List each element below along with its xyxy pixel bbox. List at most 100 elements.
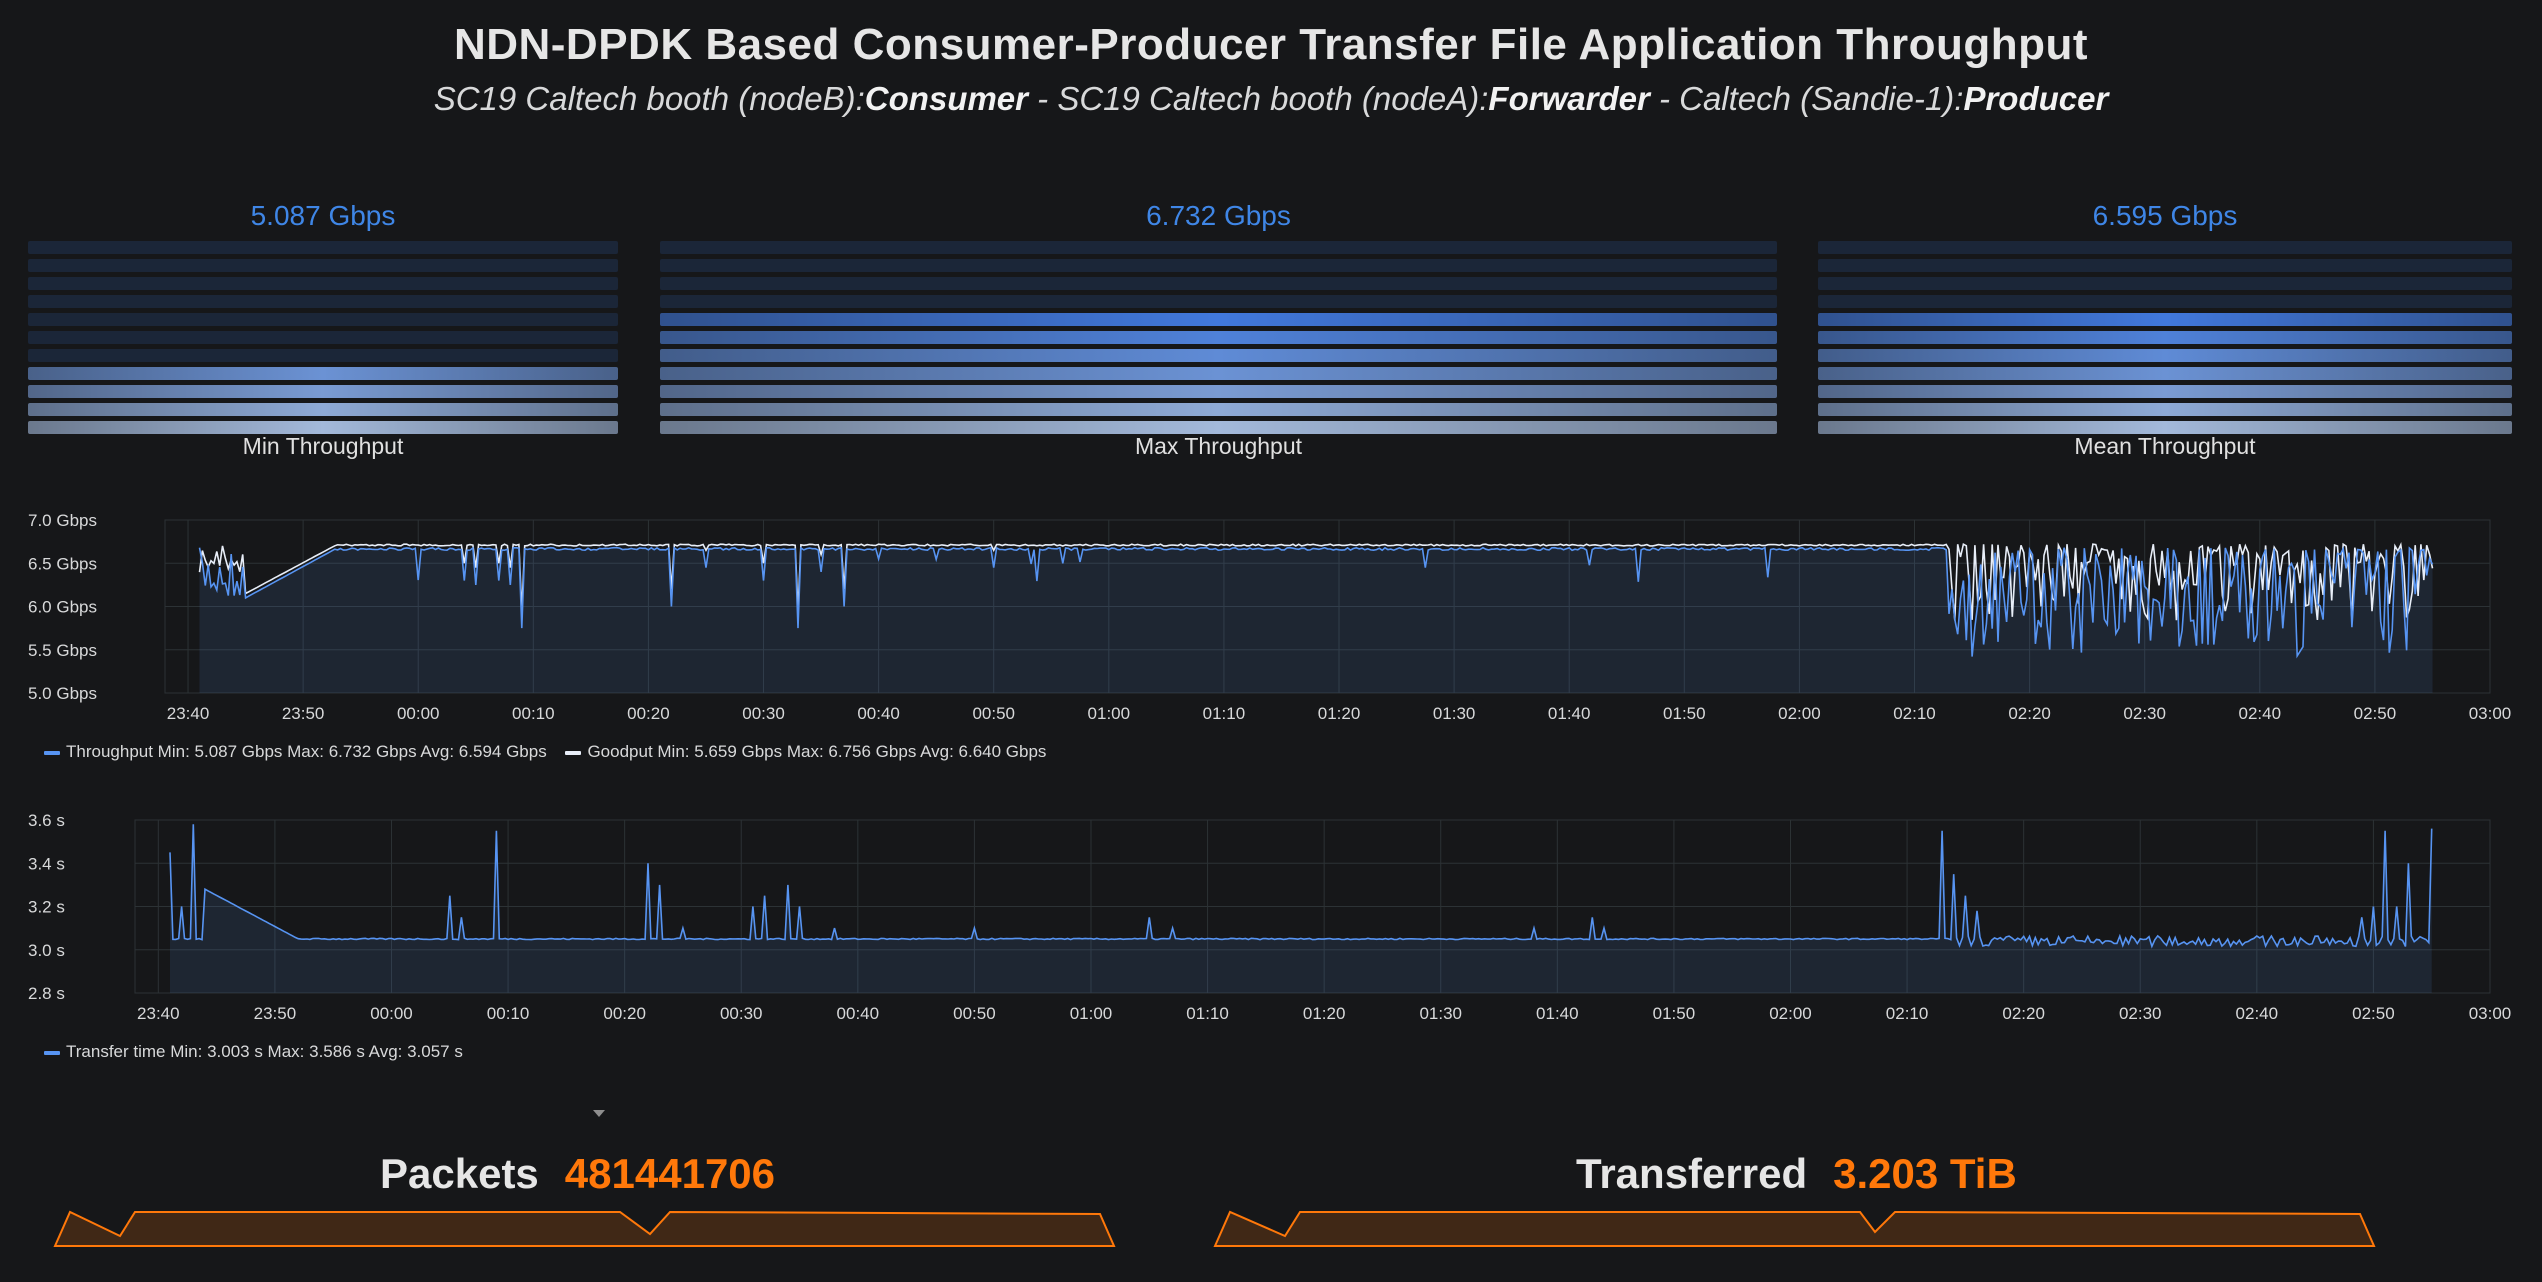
gauge-segment <box>660 385 1777 398</box>
gauge-segment <box>660 259 1777 272</box>
gauge-segment <box>1818 259 2512 272</box>
x-tick-label: 23:40 <box>167 704 210 720</box>
throughput-line <box>198 546 2434 659</box>
x-tick-label: 00:40 <box>837 1004 880 1023</box>
x-tick-label: 00:30 <box>720 1004 763 1023</box>
y-tick-label: 3.0 s <box>28 941 65 960</box>
x-tick-label: 03:00 <box>2469 704 2512 720</box>
legend-swatch <box>44 750 60 755</box>
x-tick-label: 02:10 <box>1893 704 1936 720</box>
gauge-segment <box>1818 277 2512 290</box>
gauge-label: Max Throughput <box>1134 433 1303 459</box>
gauge-value: 6.732 Gbps <box>1146 200 1291 231</box>
y-tick-label: 6.5 Gbps <box>28 554 97 573</box>
chevron-down-icon[interactable] <box>593 1110 605 1117</box>
legend-item-transfer-time[interactable]: Transfer time Min: 3.003 s Max: 3.586 s … <box>44 1042 463 1061</box>
stat-value: 481441706 <box>564 1150 776 1197</box>
x-tick-label: 00:30 <box>742 704 785 720</box>
x-tick-label: 02:40 <box>2236 1004 2279 1023</box>
x-tick-label: 00:20 <box>603 1004 646 1023</box>
x-tick-label: 00:50 <box>953 1004 996 1023</box>
gauge-segment <box>660 367 1777 380</box>
dashboard-subtitle: SC19 Caltech booth (nodeB):Consumer - SC… <box>433 80 2109 117</box>
gauge-segment <box>660 421 1777 434</box>
x-tick-label: 01:50 <box>1653 1004 1696 1023</box>
gauge-segment <box>28 421 618 434</box>
x-tick-label: 01:30 <box>1419 1004 1462 1023</box>
transfer-time-line <box>169 824 2433 949</box>
x-tick-label: 01:00 <box>1088 704 1131 720</box>
gauge-bars <box>1818 238 2512 434</box>
legend-swatch <box>44 1050 60 1055</box>
x-tick-label: 00:00 <box>397 704 440 720</box>
gauge-segment <box>1818 421 2512 434</box>
gauge-segment <box>1818 385 2512 398</box>
gauge-segment <box>1818 331 2512 344</box>
gauge-bars <box>660 238 1777 434</box>
gauge-segment <box>28 403 618 416</box>
y-tick-label: 5.5 Gbps <box>28 641 97 660</box>
x-tick-label: 00:10 <box>512 704 555 720</box>
x-tick-label: 02:10 <box>1886 1004 1929 1023</box>
gauge-segment <box>1818 403 2512 416</box>
x-tick-label: 00:20 <box>627 704 670 720</box>
x-tick-label: 01:40 <box>1536 1004 1579 1023</box>
x-tick-label: 01:10 <box>1186 1004 1229 1023</box>
x-tick-label: 01:00 <box>1070 1004 1113 1023</box>
stat-value: 3.203 TiB <box>1833 1150 2017 1197</box>
legend-text: Goodput Min: 5.659 Gbps Max: 6.756 Gbps … <box>587 742 1047 761</box>
x-tick-label: 02:40 <box>2239 704 2282 720</box>
x-tick-label: 00:10 <box>487 1004 530 1023</box>
chart-grid: 2.8 s 3.0 s 3.2 s 3.4 s 3.6 s 23:40 23:50 00:00… <box>28 811 2511 1023</box>
throughput-legend: Throughput Min: 5.087 Gbps Max: 6.732 Gb… <box>44 742 1060 762</box>
gauge-value: 6.595 Gbps <box>2092 200 2238 231</box>
x-tick-label: 02:50 <box>2352 1004 2395 1023</box>
legend-item-throughput[interactable]: Throughput Min: 5.087 Gbps Max: 6.732 Gb… <box>44 742 547 761</box>
gauge-segment <box>1818 313 2512 326</box>
y-tick-label: 3.6 s <box>28 811 65 830</box>
transfer-time-area <box>170 824 2432 993</box>
x-tick-label: 01:20 <box>1303 1004 1346 1023</box>
y-tick-label: 2.8 s <box>28 984 65 1003</box>
gauge-segment <box>660 313 1777 326</box>
gauge-segment <box>28 313 618 326</box>
gauge-segment <box>660 331 1777 344</box>
x-tick-label: 01:50 <box>1663 704 1706 720</box>
stat-label: Transferred <box>1576 1150 1808 1197</box>
gauge-segment <box>28 241 618 254</box>
gauge-label: Mean Throughput <box>2074 433 2256 459</box>
gauge-segment <box>1818 349 2512 362</box>
transfer-time-chart[interactable]: 2.8 s 3.0 s 3.2 s 3.4 s 3.6 s 23:40 23:50 00:00… <box>0 0 2542 1030</box>
gauge-segment <box>28 349 618 362</box>
x-tick-label: 23:50 <box>254 1004 297 1023</box>
legend-text: Throughput Min: 5.087 Gbps Max: 6.732 Gb… <box>66 742 547 761</box>
y-tick-label: 7.0 Gbps <box>28 511 97 530</box>
gauge-segment <box>1818 295 2512 308</box>
x-tick-label: 00:40 <box>857 704 900 720</box>
x-tick-label: 00:00 <box>370 1004 413 1023</box>
x-tick-label: 01:10 <box>1203 704 1246 720</box>
x-tick-label: 01:20 <box>1318 704 1361 720</box>
legend-swatch <box>565 750 582 755</box>
gauge-segment <box>660 295 1777 308</box>
transfer-legend: Transfer time Min: 3.003 s Max: 3.586 s … <box>44 1042 477 1062</box>
x-tick-label: 02:00 <box>1778 704 1821 720</box>
y-tick-label: 3.4 s <box>28 854 65 873</box>
dashboard-title: NDN-DPDK Based Consumer-Producer Transfe… <box>453 20 2089 69</box>
packets-stat: Packets 481441706 <box>380 1150 775 1198</box>
x-tick-label: 01:40 <box>1548 704 1591 720</box>
gauge-segment <box>28 331 618 344</box>
gauge-segment <box>28 259 618 272</box>
legend-item-goodput[interactable]: Goodput Min: 5.659 Gbps Max: 6.756 Gbps … <box>565 742 1046 761</box>
stat-label: Packets <box>380 1150 539 1197</box>
gauge-segment <box>28 367 618 380</box>
gauge-segment <box>1818 241 2512 254</box>
gauge-segment <box>660 403 1777 416</box>
x-tick-label: 00:50 <box>972 704 1015 720</box>
transferred-sparkline <box>1213 1210 2376 1247</box>
goodput-line <box>198 541 2434 621</box>
transferred-stat: Transferred 3.203 TiB <box>1576 1150 2017 1198</box>
gauge-label: Min Throughput <box>242 433 404 459</box>
throughput-chart[interactable]: 5.0 Gbps 5.5 Gbps 6.0 Gbps 6.5 Gbps 7.0 Gbps… <box>0 0 2542 720</box>
x-tick-label: 02:20 <box>2008 704 2051 720</box>
